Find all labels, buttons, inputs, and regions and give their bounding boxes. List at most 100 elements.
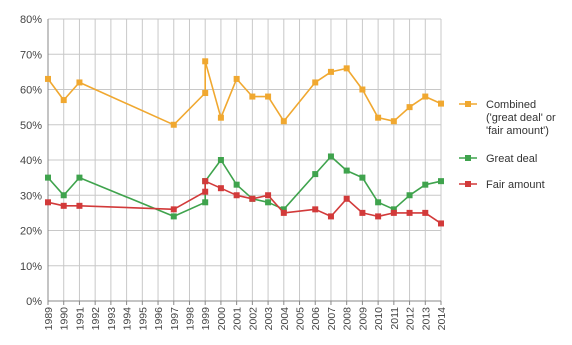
data-point <box>60 202 67 209</box>
data-point <box>343 195 350 202</box>
data-point <box>76 79 83 86</box>
x-tick-label: 2010 <box>373 307 385 331</box>
data-point <box>170 206 177 213</box>
data-point <box>312 171 319 178</box>
legend-marker-swatch <box>465 181 471 187</box>
x-tick-label: 2007 <box>326 307 338 331</box>
x-tick-label: 1998 <box>184 307 196 331</box>
data-point <box>233 75 240 82</box>
data-point <box>202 90 209 97</box>
data-point <box>359 86 366 93</box>
x-tick-label: 1997 <box>169 307 181 331</box>
x-axis: 1989 1990 1991 1992 1993 1994 1995 1996 1997 1998… <box>43 300 448 331</box>
x-tick-label: 2009 <box>357 307 369 331</box>
data-point <box>233 181 240 188</box>
data-point <box>280 209 287 216</box>
data-point <box>76 174 83 181</box>
data-point <box>327 68 334 75</box>
y-tick-label: 60% <box>20 85 42 97</box>
data-point <box>217 157 224 163</box>
y-tick-label: 0% <box>26 296 42 308</box>
data-point <box>265 192 272 199</box>
series-line-fair-amount <box>47 180 442 225</box>
x-tick-label: 1991 <box>74 307 86 331</box>
legend: Combined ('great deal' or'fair amount') Gr… <box>459 99 556 191</box>
legend-label: Combined ('great deal' or'fair amount') <box>486 99 556 137</box>
y-tick-label: 30% <box>20 190 42 202</box>
x-tick-label: 1989 <box>43 307 55 331</box>
x-tick-label: 1995 <box>137 307 149 331</box>
data-point <box>60 192 67 199</box>
series-great-deal <box>45 153 444 220</box>
data-point <box>280 206 287 213</box>
data-point <box>375 213 382 220</box>
x-tick-label: 2003 <box>263 307 275 331</box>
data-point <box>45 199 51 206</box>
legend-label: Great deal <box>486 153 537 165</box>
x-tick-label: 1999 <box>200 307 212 331</box>
data-point <box>438 178 444 185</box>
data-point <box>60 97 67 104</box>
x-tick-label: 2012 <box>405 307 417 331</box>
x-tick-label: 2014 <box>436 307 448 331</box>
data-point <box>406 192 413 199</box>
data-point <box>233 192 240 199</box>
y-tick-label: 40% <box>20 155 42 167</box>
y-tick-label: 50% <box>20 120 42 132</box>
series-fair-amount <box>45 178 444 227</box>
legend-label: Fair amount <box>486 179 545 191</box>
legend-item-great-deal: Great deal <box>459 153 537 165</box>
x-tick-label: 2000 <box>216 307 228 331</box>
data-point <box>375 199 382 206</box>
data-point <box>249 195 256 202</box>
y-axis: 0% 10% 20% 30% 40% 50% 60% 70% 80% <box>20 14 49 308</box>
data-point <box>217 185 224 192</box>
x-tick-label: 1994 <box>122 307 134 331</box>
legend-marker-swatch <box>465 101 471 107</box>
data-point <box>202 199 209 206</box>
data-point <box>312 206 319 213</box>
data-point <box>202 188 209 195</box>
data-point <box>422 181 429 188</box>
series-line-combined-great-deal-or-fair-amount <box>47 60 442 126</box>
legend-marker-swatch <box>465 155 471 161</box>
data-point <box>45 75 51 82</box>
data-point <box>390 118 397 125</box>
data-point <box>265 199 272 206</box>
data-point <box>438 220 444 227</box>
x-tick-label: 2001 <box>232 307 244 331</box>
data-point <box>406 209 413 216</box>
data-point <box>202 178 209 185</box>
data-point <box>45 174 51 181</box>
data-point <box>327 153 334 160</box>
x-tick-label: 1992 <box>90 307 102 331</box>
x-tick-label: 2005 <box>295 307 307 331</box>
data-point <box>422 93 429 100</box>
x-tick-label: 2011 <box>389 307 401 330</box>
x-tick-label: 2002 <box>247 307 259 331</box>
y-tick-label: 70% <box>20 49 42 61</box>
data-point <box>280 118 287 125</box>
x-tick-label: 2013 <box>420 307 432 331</box>
y-tick-label: 10% <box>20 261 42 273</box>
data-point <box>375 114 382 121</box>
x-tick-label: 1993 <box>106 307 118 331</box>
data-point <box>390 209 397 216</box>
data-point <box>390 206 397 213</box>
data-point <box>312 79 319 86</box>
data-point <box>202 58 209 65</box>
x-tick-label: 1996 <box>153 307 165 331</box>
data-point <box>438 100 444 107</box>
series-group <box>45 58 444 227</box>
data-point <box>343 65 350 72</box>
data-point <box>343 167 350 174</box>
grid <box>47 18 442 302</box>
data-point <box>406 104 413 111</box>
y-tick-label: 20% <box>20 226 42 238</box>
legend-item-fair-amount: Fair amount <box>459 179 545 191</box>
data-point <box>76 202 83 209</box>
data-point <box>327 213 334 220</box>
data-point <box>249 93 256 100</box>
data-point <box>359 209 366 216</box>
